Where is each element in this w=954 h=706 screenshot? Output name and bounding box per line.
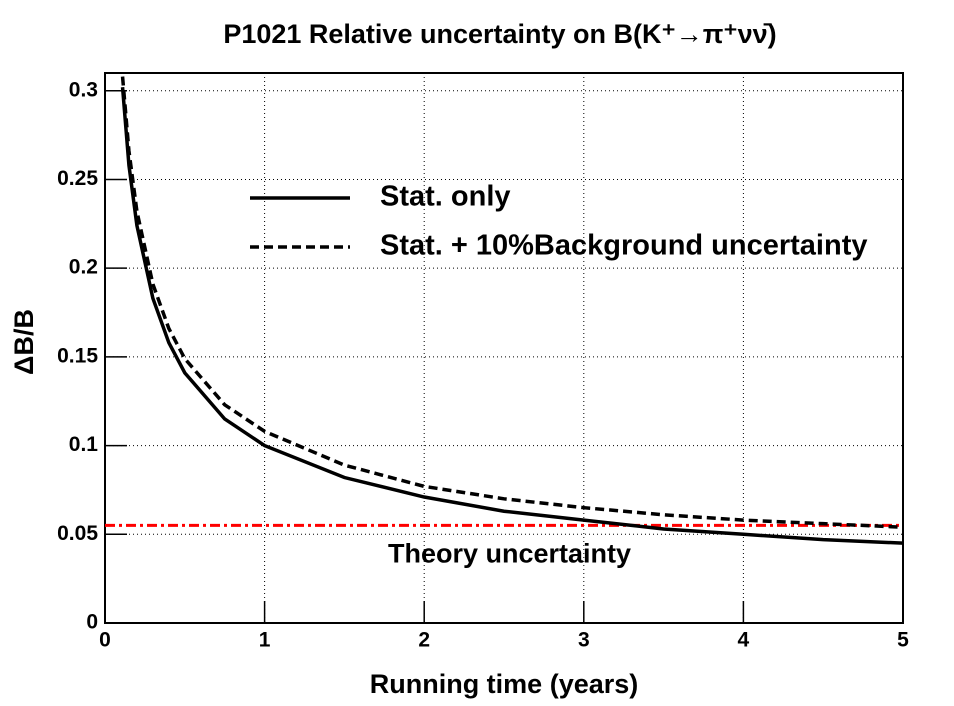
y-tick-label: 0.2 xyxy=(69,256,98,279)
x-tick-label: 1 xyxy=(259,629,271,652)
chart-title: P1021 Relative uncertainty on B(K⁺→π⁺νν̄… xyxy=(223,19,776,49)
y-tick-label: 0.05 xyxy=(57,522,98,545)
x-tick-label: 4 xyxy=(738,629,750,652)
data-line xyxy=(120,87,903,545)
y-axis-label: ΔB/B xyxy=(9,309,39,375)
data-line xyxy=(120,76,903,529)
x-tick-label: 3 xyxy=(578,629,590,652)
y-tick-label: 0 xyxy=(86,611,98,634)
plot-frame xyxy=(104,72,904,624)
y-tick-label: 0.1 xyxy=(69,433,99,456)
legend-label: Stat. + 10%Background uncertainty xyxy=(380,230,868,262)
y-tick-label: 0.3 xyxy=(69,78,98,101)
x-tick-label: 2 xyxy=(418,629,430,652)
reference-label: Theory uncertainty xyxy=(388,539,631,569)
x-axis-label: Running time (years) xyxy=(370,669,639,699)
y-tick-label: 0.25 xyxy=(57,167,98,190)
legend-label: Stat. only xyxy=(380,181,511,213)
x-tick-label: 0 xyxy=(99,629,111,652)
x-tick-label: 5 xyxy=(897,629,909,652)
y-tick-label: 0.15 xyxy=(57,344,98,367)
